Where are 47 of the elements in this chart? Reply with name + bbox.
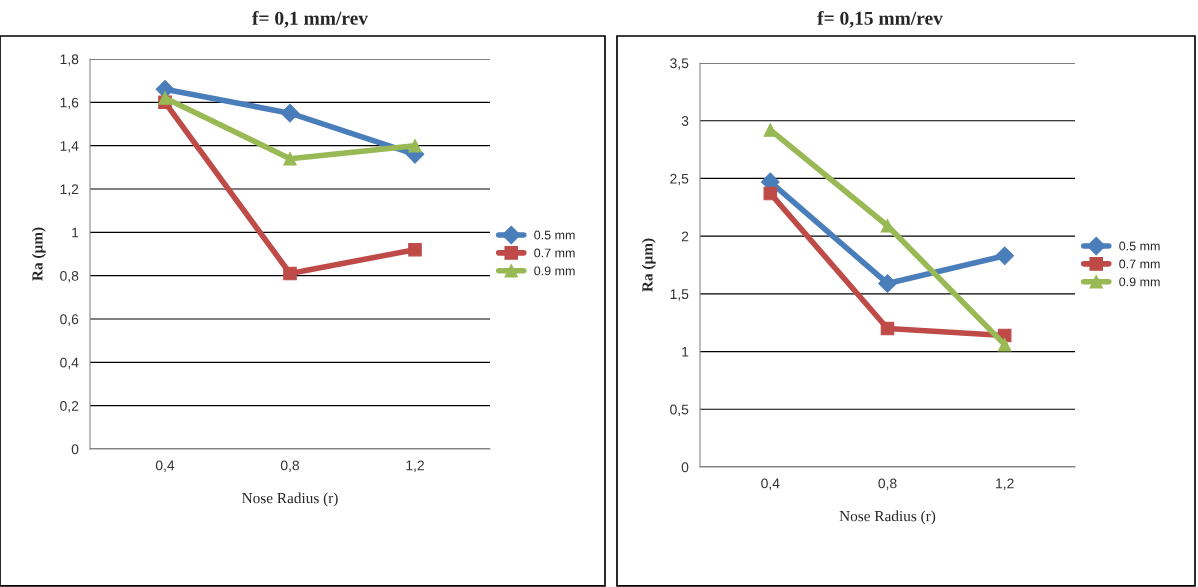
chart-title: f= 0,15 mm/rev [817,10,943,28]
point [995,246,1015,266]
y-tick-label: 1,4 [60,141,79,153]
y-tick-label: 0 [71,444,79,455]
y-axis-title: Ra (µm) [31,227,46,281]
point [280,103,300,123]
y-tick-label: 0 [681,462,689,473]
x-tick-label: 1,2 [406,460,424,472]
y-tick-label: 3,5 [670,58,689,70]
y-tick-label: 2 [681,231,689,242]
y-tick-label: 1 [682,347,689,357]
x-axis-title: Nose Radius (r) [839,510,936,525]
y-axis-title: Ra (µm) [641,238,656,292]
point [283,266,297,281]
y-tick-label: 0,8 [60,271,79,283]
point [878,274,897,293]
legend-label: 0.5 mm [1119,241,1160,251]
y-tick-label: 3 [681,116,689,126]
legend-label: 0.7 mm [534,248,575,258]
legend-label: 0.7 mm [1119,259,1160,269]
legend-label: 0.9 mm [1119,277,1160,287]
y-tick-label: 1,2 [60,184,79,196]
x-tick-label: 0,8 [280,460,300,472]
x-tick-label: 0,4 [761,478,780,490]
legend-label: 0.5 mm [534,230,575,240]
point [408,138,422,153]
legend-label: 0.9 mm [534,266,575,276]
y-tick-label: 1 [72,227,79,238]
y-tick-label: 1,8 [60,54,79,66]
y-tick-label: 1,6 [60,97,79,110]
point [763,186,778,201]
y-tick-label: 2,5 [670,173,689,186]
point [408,242,422,257]
point [880,321,895,336]
y-tick-label: 0,4 [60,357,79,370]
x-tick-label: 1,2 [996,478,1014,490]
y-tick-label: 0,5 [670,404,689,417]
x-axis-title: Nose Radius (r) [242,492,338,507]
point [283,151,297,166]
y-tick-label: 0,6 [60,314,79,326]
x-tick-label: 0,8 [878,478,897,490]
point [158,91,172,105]
chart-title: f= 0,1 mm/rev [252,10,369,28]
x-tick-label: 0,4 [155,460,175,472]
y-tick-label: 0,2 [60,401,79,413]
point [997,337,1012,352]
y-tick-label: 1,5 [670,289,689,301]
